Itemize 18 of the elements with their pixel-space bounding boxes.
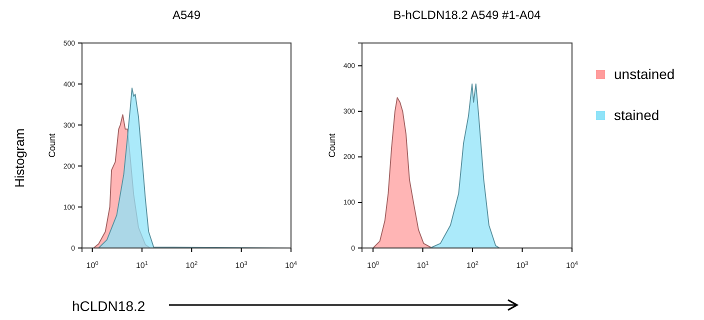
x-tick-label: 10$^{1}$: [136, 261, 148, 270]
x-tick-label: 10$^{2}$: [186, 261, 198, 270]
x-tick-label: 10$^{1}$: [416, 261, 429, 270]
x-tick-label: 10$^{0}$: [367, 261, 380, 270]
text: Histogram: [12, 128, 27, 188]
chart-title: A549: [172, 8, 201, 22]
x-tick-label: 10$^{3}$: [516, 261, 528, 270]
chart-title: B-hCLDN18.2 A549 #1-A04: [393, 8, 542, 22]
y-axis-title: Count: [327, 133, 337, 158]
y-axis-title: Count: [47, 133, 57, 158]
x-tick-label: 10$^{4}$: [284, 261, 298, 270]
x-tick-label: 10$^{2}$: [466, 261, 479, 270]
legend-label: unstained: [614, 66, 675, 82]
text: hCLDN18.2: [72, 298, 146, 314]
legend-label: stained: [614, 107, 660, 123]
x-tick-label: 10$^{0}$: [86, 261, 98, 270]
x-tick-label: 10$^{3}$: [235, 261, 248, 270]
x-tick-label: 10$^{4}$: [566, 261, 578, 270]
